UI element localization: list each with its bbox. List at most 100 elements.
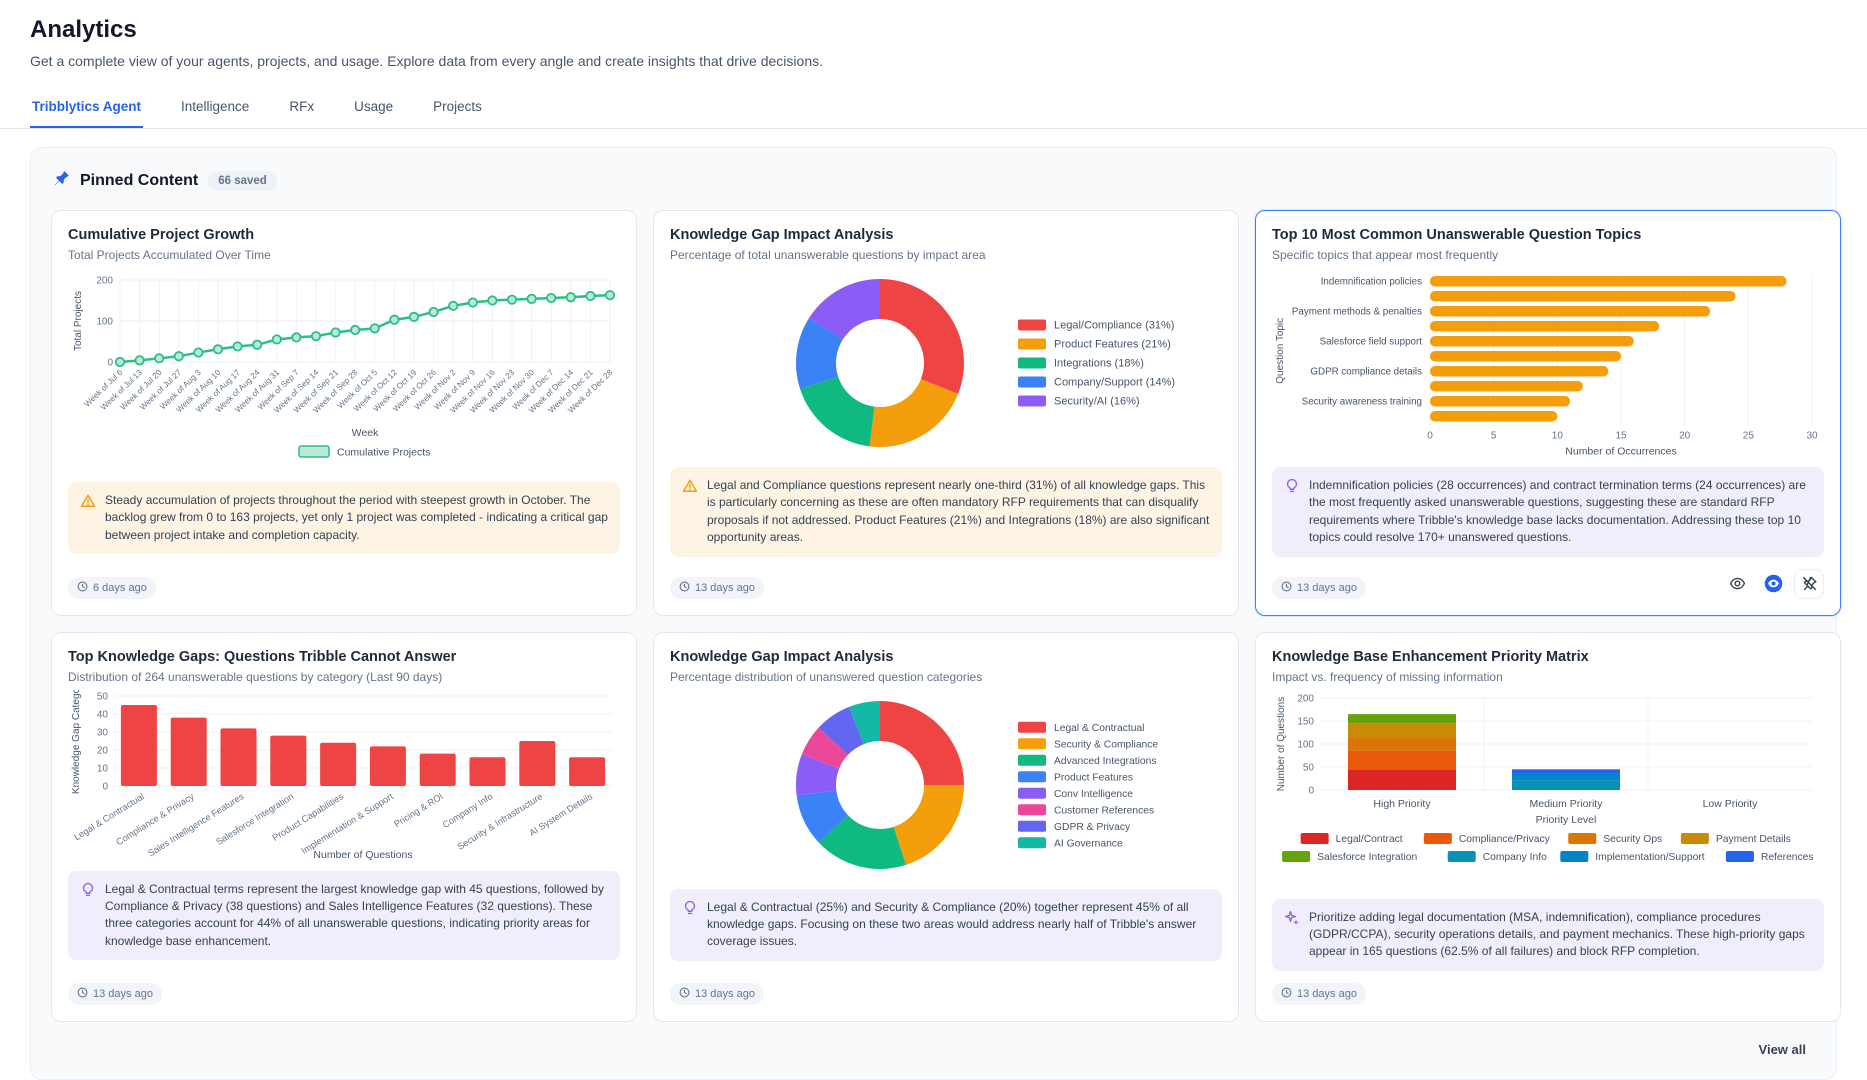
svg-text:Legal/Compliance (31%): Legal/Compliance (31%) (1054, 320, 1174, 332)
warning-triangle-icon (682, 478, 698, 547)
tab-tribblytics-agent[interactable]: Tribblytics Agent (30, 89, 144, 128)
insight-text: Legal & Contractual terms represent the … (105, 881, 604, 948)
svg-text:Question Topic: Question Topic (1275, 318, 1286, 384)
svg-text:Legal/Contract: Legal/Contract (1336, 834, 1403, 845)
card-title: Cumulative Project Growth (68, 227, 255, 243)
donut-chart-impact-areas: Legal/Compliance (31%) Product Features (… (670, 268, 1222, 463)
svg-text:Company Info: Company Info (1483, 852, 1547, 863)
clock-icon (679, 987, 690, 1001)
svg-text:Low Priority: Low Priority (1703, 798, 1759, 810)
svg-text:Customer References: Customer References (1054, 805, 1154, 816)
tab-intelligence[interactable]: Intelligence (181, 99, 250, 114)
svg-text:Security awareness training: Security awareness training (1302, 396, 1422, 407)
timestamp-text: 13 days ago (93, 987, 153, 1000)
insight-box: Legal & Contractual (25%) and Security &… (670, 888, 1222, 961)
svg-text:10: 10 (1552, 431, 1564, 442)
timestamp-text: 6 days ago (93, 581, 147, 594)
page-header: Analytics Get a complete view of your ag… (0, 0, 1867, 69)
tab-projects[interactable]: Projects (433, 99, 482, 114)
svg-text:200: 200 (1297, 693, 1314, 704)
svg-text:150: 150 (1297, 716, 1314, 727)
view-all-button[interactable]: View all (1749, 1036, 1816, 1063)
svg-text:Product Features (21%): Product Features (21%) (1054, 339, 1171, 351)
svg-text:Total Projects: Total Projects (73, 291, 84, 351)
card-cumulative-project-growth[interactable]: Cumulative Project Growth Total Projects… (51, 210, 637, 616)
card-title: Top Knowledge Gaps: Questions Tribble Ca… (68, 648, 457, 665)
card-title: Knowledge Gap Impact Analysis (670, 227, 894, 243)
svg-text:Security Ops: Security Ops (1603, 834, 1662, 845)
card-subtitle: Total Projects Accumulated Over Time (68, 248, 271, 262)
svg-text:References: References (1761, 852, 1814, 863)
svg-text:Medium Priority: Medium Priority (1530, 798, 1604, 810)
section-title: Pinned Content (80, 172, 199, 189)
insight-box: Prioritize adding legal documentation (M… (1272, 898, 1824, 971)
svg-text:30: 30 (97, 727, 109, 738)
timestamp-badge: 13 days ago (670, 576, 764, 599)
card-title: Knowledge Gap Impact Analysis (670, 648, 894, 665)
svg-text:Number of Questions: Number of Questions (1276, 696, 1287, 791)
lightbulb-icon (682, 900, 698, 951)
pinned-content-header: Pinned Content 66 saved (53, 170, 1814, 192)
svg-text:Number of Questions: Number of Questions (313, 849, 412, 861)
svg-text:Salesforce field support: Salesforce field support (1320, 336, 1423, 347)
page-title: Analytics (30, 16, 137, 43)
svg-text:Cumulative Projects: Cumulative Projects (337, 447, 430, 459)
timestamp-text: 13 days ago (1297, 581, 1357, 594)
svg-text:Knowledge Gap Catego: Knowledge Gap Catego (71, 690, 82, 794)
svg-text:Security & Compliance: Security & Compliance (1054, 739, 1158, 750)
svg-text:Legal & Contractual: Legal & Contractual (1054, 722, 1144, 733)
line-chart-cumulative-projects: 0 100 200 Week of Jul 6 Week of Jul 13 Week o… (68, 268, 620, 478)
svg-text:Pricing & ROI: Pricing & ROI (392, 791, 444, 829)
insight-box: Indemnification policies (28 occurrences… (1272, 467, 1824, 557)
svg-text:Security & Infrastructure: Security & Infrastructure (455, 791, 544, 852)
sparkles-icon (1284, 910, 1300, 961)
svg-text:High Priority: High Priority (1373, 798, 1431, 810)
svg-text:Payment methods & penalties: Payment methods & penalties (1292, 306, 1422, 317)
svg-text:20: 20 (1679, 431, 1691, 442)
svg-text:Company/Support (14%): Company/Support (14%) (1054, 377, 1175, 389)
insight-box: Steady accumulation of projects througho… (68, 482, 620, 555)
timestamp-text: 13 days ago (1297, 987, 1357, 1000)
card-subtitle: Percentage of total unanswerable questio… (670, 248, 986, 262)
svg-text:AI Governance: AI Governance (1054, 838, 1123, 849)
donut-chart-question-categories: Legal & Contractual Security & Compliance… (670, 690, 1222, 885)
page-subtitle: Get a complete view of your agents, proj… (30, 53, 823, 69)
eye-icon[interactable] (1722, 568, 1752, 599)
card-top-10-unanswerable-topics[interactable]: Top 10 Most Common Unanswerable Question… (1255, 210, 1841, 616)
card-priority-matrix[interactable]: Knowledge Base Enhancement Priority Matr… (1255, 631, 1841, 1022)
svg-text:Priority Level: Priority Level (1536, 814, 1597, 826)
card-knowledge-gap-impact-1[interactable]: Knowledge Gap Impact Analysis Percentage… (653, 210, 1239, 616)
saved-count-badge: 66 saved (208, 171, 277, 191)
insight-text: Indemnification policies (28 occurrences… (1309, 478, 1806, 545)
clock-icon (77, 987, 88, 1001)
svg-text:0: 0 (107, 358, 113, 369)
card-top-knowledge-gaps[interactable]: Top Knowledge Gaps: Questions Tribble Ca… (51, 631, 637, 1022)
svg-text:50: 50 (97, 691, 109, 702)
unpin-icon[interactable] (1794, 568, 1824, 599)
tab-usage[interactable]: Usage (354, 99, 394, 114)
bar-chart-knowledge-gap-categories: 0 10 20 30 40 50 Legal & Contractual Compliance… (68, 687, 620, 867)
card-subtitle: Percentage distribution of unanswered qu… (670, 669, 983, 684)
clock-icon (77, 581, 88, 595)
eye-filled-icon[interactable] (1758, 568, 1788, 599)
svg-text:Implementation/Support: Implementation/Support (1595, 852, 1704, 863)
insight-box: Legal and Compliance questions represent… (670, 467, 1222, 557)
timestamp-badge: 13 days ago (1272, 576, 1366, 599)
timestamp-text: 13 days ago (695, 987, 755, 1000)
card-actions (1722, 568, 1824, 599)
insight-text: Legal and Compliance questions represent… (707, 478, 1210, 545)
timestamp-badge: 13 days ago (68, 982, 162, 1005)
card-title: Knowledge Base Enhancement Priority Matr… (1272, 648, 1589, 665)
card-knowledge-gap-impact-2[interactable]: Knowledge Gap Impact Analysis Percentage… (653, 631, 1239, 1022)
card-subtitle: Impact vs. frequency of missing informat… (1272, 669, 1503, 684)
svg-text:Product Features: Product Features (1054, 772, 1133, 783)
insight-text: Prioritize adding legal documentation (M… (1309, 909, 1805, 959)
tab-rfx[interactable]: RFx (289, 99, 315, 114)
pinned-content-section: Pinned Content 66 saved Cumulative Proje… (30, 147, 1841, 1080)
insight-box: Legal & Contractual terms represent the … (68, 870, 620, 961)
svg-text:200: 200 (96, 276, 113, 287)
tab-bar: Tribblytics Agent Intelligence RFx Usage… (0, 89, 1867, 129)
svg-text:0: 0 (1427, 431, 1433, 442)
svg-text:Compliance/Privacy: Compliance/Privacy (1459, 834, 1551, 845)
svg-text:Sales Intelligence Features: Sales Intelligence Features (146, 791, 246, 858)
